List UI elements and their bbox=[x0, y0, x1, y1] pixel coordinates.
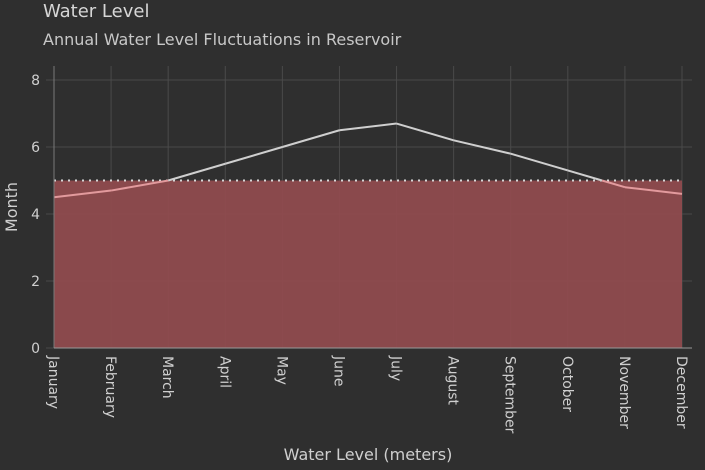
x-tick-label: February bbox=[102, 356, 118, 418]
x-axis-title: Water Level (meters) bbox=[284, 445, 453, 464]
chart-subtitle: Annual Water Level Fluctuations in Reser… bbox=[43, 30, 402, 49]
x-tick-label: December bbox=[673, 356, 689, 429]
y-tick-label: 6 bbox=[31, 140, 40, 156]
series-line-segment bbox=[282, 129, 340, 148]
y-tick-label: 2 bbox=[31, 274, 40, 290]
x-tick-label: July bbox=[388, 355, 404, 381]
series-line-segment bbox=[601, 179, 626, 189]
x-tick-label: September bbox=[502, 356, 518, 434]
x-tick-label: April bbox=[216, 356, 232, 388]
series-line-segment bbox=[167, 162, 226, 182]
x-tick-label: January bbox=[45, 355, 61, 409]
axis-layer: 0 2 4 6 8 January February March April May June Jul… bbox=[31, 66, 692, 434]
line-layer bbox=[53, 122, 683, 199]
series-line-segment bbox=[110, 179, 169, 192]
x-tick-label: November bbox=[616, 356, 632, 429]
y-tick-label: 8 bbox=[31, 73, 40, 89]
chart-title: Water Level bbox=[43, 1, 150, 22]
y-axis-title: Month bbox=[2, 182, 21, 232]
series-line-segment bbox=[453, 139, 511, 155]
x-tick-label: October bbox=[559, 356, 575, 412]
series-line-segment bbox=[339, 122, 397, 132]
series-line-segment bbox=[510, 152, 569, 172]
threshold-area bbox=[54, 180, 682, 348]
series-line-segment bbox=[567, 169, 603, 182]
y-tick-label: 4 bbox=[31, 207, 40, 223]
x-tick-label: June bbox=[330, 355, 346, 387]
area-layer bbox=[54, 179, 682, 348]
series-line-segment bbox=[624, 186, 683, 195]
x-tick-label: August bbox=[445, 356, 461, 406]
series-line-segment bbox=[53, 189, 112, 199]
series-line-segment bbox=[396, 122, 454, 142]
x-tick-label: March bbox=[159, 356, 175, 399]
y-tick-label: 0 bbox=[31, 341, 40, 357]
x-tick-label: May bbox=[273, 356, 289, 385]
series-line-segment bbox=[224, 146, 283, 165]
